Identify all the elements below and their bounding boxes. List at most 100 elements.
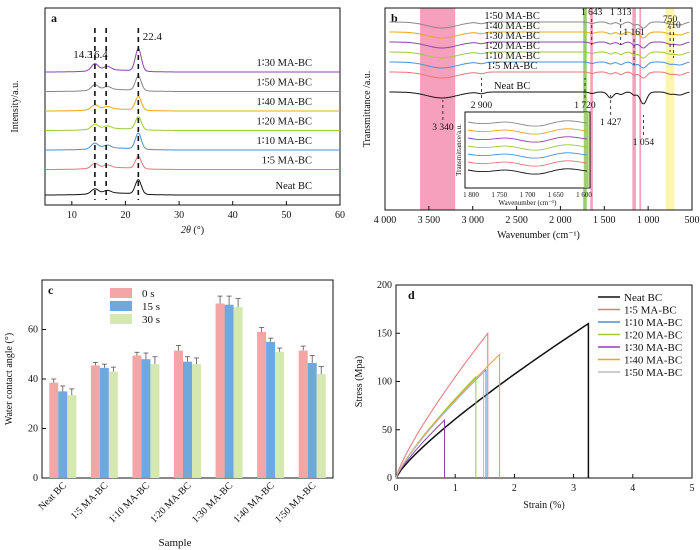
annotation-label: 750 [663, 15, 678, 25]
series-label: Neat BC [276, 181, 312, 192]
y-tick-label: 0 [387, 473, 392, 484]
category-label: 1∶20 MA-BC [148, 480, 193, 525]
ftir-series-line [389, 21, 690, 29]
series-label: 1∶50 MA-BC [256, 78, 312, 89]
highlight-band [583, 8, 587, 210]
y-tick-label: 200 [377, 280, 392, 291]
category-label: 1∶40 MA-BC [232, 480, 277, 525]
x-tick-label: 1 500 [593, 215, 616, 226]
annotation-label: 3 340 [432, 123, 454, 133]
x-tick-label: 3 [571, 483, 576, 494]
ftir-series-line [389, 71, 690, 79]
panel-c: 0 20 40 60 Water contact angle (°) Sample c Nea… [4, 279, 334, 549]
y-tick-label: 150 [377, 328, 392, 339]
bar [174, 350, 183, 478]
bar [266, 341, 276, 478]
inset-series-line [467, 168, 588, 175]
category-label: 1∶5 MA-BC [69, 480, 111, 522]
bar [132, 355, 142, 478]
legend-label: 1∶10 MA-BC [624, 317, 682, 329]
series-label: 1∶50 MA-BC [484, 11, 540, 22]
y-axis-label: Stress (Mpa) [354, 356, 365, 407]
legend-label: 1∶20 MA-BC [624, 330, 682, 342]
inset-tick-label: 1 600 [576, 191, 592, 199]
inset-series-line [467, 136, 588, 143]
y-tick-label: 60 [28, 325, 38, 336]
x-axis-label: Wavenumber (cm⁻¹) [497, 230, 580, 241]
legend-swatch [110, 314, 132, 324]
series-label: 1∶10 MA-BC [256, 136, 312, 147]
xrd-series-line [45, 116, 340, 131]
x-tick-label: 5 [690, 483, 695, 494]
legend-label: 1∶40 MA-BC [624, 355, 682, 367]
annotation-label: 1 054 [633, 138, 655, 148]
y-tick-label: 20 [28, 424, 38, 435]
legend-swatch [110, 301, 132, 311]
stress-strain-line [395, 418, 445, 479]
annotation-label: 1 313 [610, 8, 632, 18]
highlight-band [590, 8, 593, 210]
x-tick-label: 2 [512, 483, 517, 494]
inset-series-line [467, 128, 588, 135]
highlight-band [420, 8, 456, 210]
series-label: Neat BC [494, 81, 530, 92]
x-axis-label: 2θ (°) [181, 225, 204, 236]
y-axis-label: Transmittance /a.u. [362, 71, 373, 148]
bar [224, 304, 234, 478]
legend-label: 1∶5 MA-BC [624, 305, 677, 317]
bar [183, 361, 192, 478]
y-tick-label: 40 [28, 374, 38, 385]
bar [150, 364, 160, 478]
xrd-series-line [45, 48, 340, 73]
inset-series-line [467, 160, 588, 167]
x-tick-label: 3 000 [461, 215, 484, 226]
xrd-series-line [45, 179, 340, 196]
inset-series-line [467, 120, 588, 127]
x-tick-label: 2 000 [549, 215, 572, 226]
x-tick-label: 4 [630, 483, 635, 494]
inset-x-label: Wavenumber (cm⁻¹) [499, 199, 558, 207]
x-tick-label: 1 000 [637, 215, 660, 226]
x-axis-label: Sample [159, 537, 192, 549]
annotation-label: 1 427 [600, 118, 622, 128]
x-tick-label: 2 500 [505, 215, 528, 226]
x-tick-label: 20 [120, 210, 130, 221]
bar [67, 395, 77, 478]
annotation-label: 1 720 [574, 101, 596, 111]
bar [257, 331, 267, 478]
x-tick-label: 30 [174, 210, 184, 221]
panel-label-a: a [51, 11, 57, 25]
series-label: 1∶10 MA-BC [484, 51, 540, 62]
bar [141, 359, 151, 478]
legend-label: 30 s [142, 314, 160, 326]
series-label: 1∶20 MA-BC [256, 117, 312, 128]
bar [58, 391, 68, 478]
highlight-band [632, 8, 636, 210]
series-label: 1∶40 MA-BC [256, 97, 312, 108]
inset-series-line [467, 144, 588, 151]
x-tick-label: 1 [453, 483, 458, 494]
annotation-label: 2 900 [471, 101, 493, 111]
panel-label-b: b [391, 11, 398, 25]
category-label: Neat BC [37, 480, 70, 513]
bar [108, 371, 118, 478]
bar [90, 365, 100, 478]
legend-swatch [110, 288, 132, 298]
legend-label: Neat BC [624, 292, 662, 304]
x-tick-label: 60 [335, 210, 345, 221]
x-axis-label: Strain (%) [523, 500, 564, 511]
stress-strain-line [395, 331, 489, 479]
category-label: 1∶50 MA-BC [273, 480, 318, 525]
panel-b-frame [384, 7, 693, 211]
inset-tick-label: 1 750 [491, 191, 507, 199]
y-tick-label: 0 [33, 473, 38, 484]
bar [99, 367, 109, 478]
y-axis-label: Water contact angle (°) [4, 333, 15, 425]
stress-strain-line [395, 370, 485, 479]
inset-tick-label: 1 700 [520, 191, 536, 199]
series-label: 1∶5 MA-BC [487, 61, 537, 72]
x-tick-label: 50 [281, 210, 291, 221]
legend-label: 1∶30 MA-BC [624, 342, 682, 354]
x-tick-label: 10 [67, 210, 77, 221]
